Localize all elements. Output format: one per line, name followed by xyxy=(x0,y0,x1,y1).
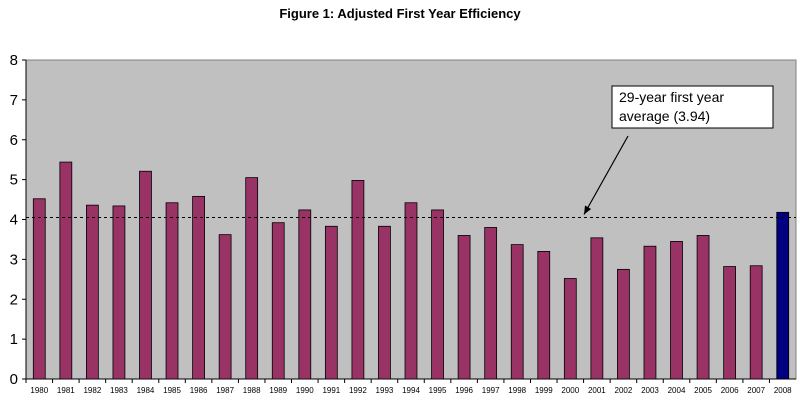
y-tick-label: 2 xyxy=(10,291,18,308)
annotation-group: 29-year first year average (3.94) xyxy=(583,85,774,215)
bar-1981 xyxy=(59,161,73,380)
y-tick-label: 5 xyxy=(10,172,18,189)
x-tick-label: 1991 xyxy=(322,386,340,395)
bar-2007 xyxy=(749,265,763,380)
x-tick-label: 2005 xyxy=(694,386,712,395)
x-tick-label: 2007 xyxy=(747,386,765,395)
x-tick-label: 1995 xyxy=(429,386,447,395)
bar-1996 xyxy=(457,235,471,380)
y-tick-label: 4 xyxy=(10,212,18,229)
bar-2005 xyxy=(696,235,710,380)
x-tick-label: 1983 xyxy=(110,386,128,395)
x-tick-label: 2006 xyxy=(721,386,739,395)
bar-1984 xyxy=(139,170,152,380)
x-tick-label: 2004 xyxy=(668,386,686,395)
bar-2002 xyxy=(617,268,630,380)
bar-1982 xyxy=(86,204,99,380)
bar-2000 xyxy=(563,278,577,380)
x-tick-label: 2008 xyxy=(774,386,792,395)
x-tick-label: 1992 xyxy=(349,386,367,395)
x-tick-label: 1990 xyxy=(296,386,314,395)
x-tick-label: 2001 xyxy=(588,386,606,395)
x-tick-label: 1998 xyxy=(508,386,526,395)
y-tick-label: 1 xyxy=(10,331,18,348)
x-tick-label: 1994 xyxy=(402,386,420,395)
bar-1987 xyxy=(218,234,232,380)
y-tick-label: 3 xyxy=(10,251,18,268)
bar-1980 xyxy=(32,198,46,380)
bar-1988 xyxy=(245,177,259,380)
x-tick-label: 1986 xyxy=(190,386,208,395)
annotation-text: 29-year first year xyxy=(619,89,724,105)
x-tick-label: 1984 xyxy=(137,386,155,395)
bar-1997 xyxy=(484,227,498,380)
x-tick-label: 1993 xyxy=(376,386,394,395)
bar-2003 xyxy=(643,245,657,380)
y-tick-label: 0 xyxy=(10,371,18,388)
annotation-arrow-head xyxy=(584,205,592,215)
x-tick-label: 1988 xyxy=(243,386,261,395)
x-tick-label: 1980 xyxy=(30,386,48,395)
bar-1989 xyxy=(271,222,285,380)
bar-1994 xyxy=(404,202,418,380)
bar-1991 xyxy=(324,225,338,380)
x-tick-label: 1989 xyxy=(269,386,287,395)
annotation-text: average (3.94) xyxy=(619,108,710,124)
bar-1990 xyxy=(298,209,312,380)
bar-2004 xyxy=(670,241,683,380)
x-tick-label: 1981 xyxy=(57,386,75,395)
bar-1986 xyxy=(192,195,205,380)
x-tick-label: 1999 xyxy=(535,386,553,395)
y-tick-label: 7 xyxy=(10,92,18,109)
bar-2001 xyxy=(590,237,604,380)
x-tick-label: 1997 xyxy=(482,386,500,395)
y-tick-label: 8 xyxy=(10,52,18,69)
x-tick-label: 2003 xyxy=(641,386,659,395)
bar-1995 xyxy=(431,209,444,380)
x-tick-label: 2002 xyxy=(615,386,633,395)
x-tick-label: 2000 xyxy=(561,386,579,395)
x-tick-label: 1996 xyxy=(455,386,473,395)
x-tick-label: 1985 xyxy=(163,386,181,395)
x-tick-label: 1987 xyxy=(216,386,234,395)
annotation-arrow-line xyxy=(583,135,629,215)
bar-1999 xyxy=(537,250,551,380)
bar-1985 xyxy=(165,202,179,380)
x-tick-label: 1982 xyxy=(83,386,101,395)
bar-1998 xyxy=(510,244,524,380)
y-tick-label: 6 xyxy=(10,132,18,149)
bar-1992 xyxy=(351,180,365,380)
bar-2006 xyxy=(723,266,736,380)
annotation-box xyxy=(611,85,774,129)
chart-title: Figure 1: Adjusted First Year Efficiency xyxy=(279,6,521,21)
bar-1993 xyxy=(378,225,391,380)
bar-highlight-2008 xyxy=(776,211,790,380)
bar-1983 xyxy=(112,205,126,380)
